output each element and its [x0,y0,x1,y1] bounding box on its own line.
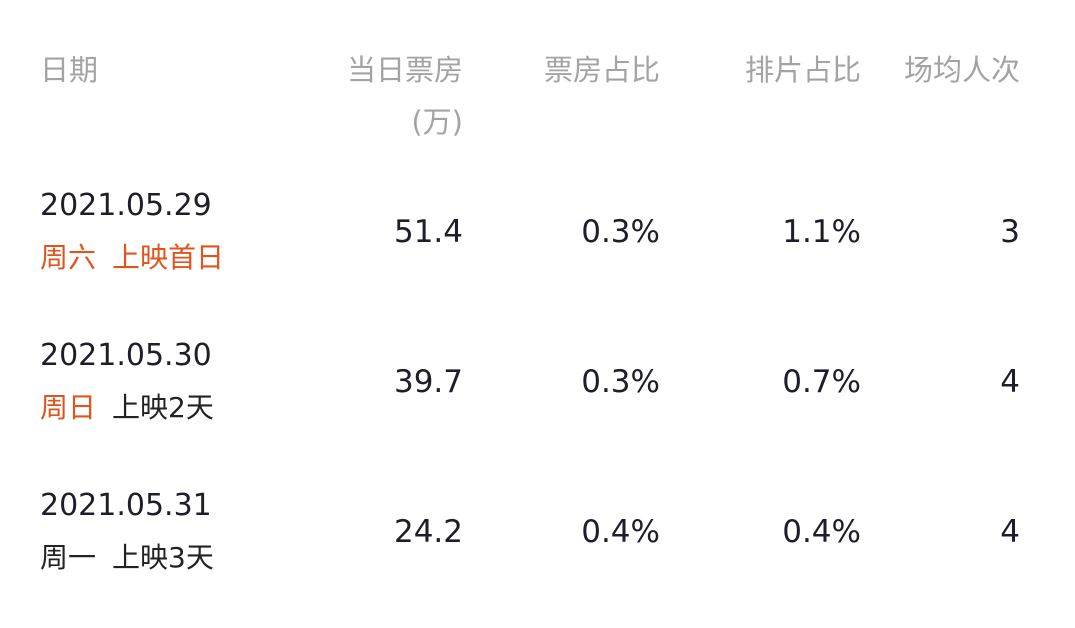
row-box-share: 0.4% [581,514,660,550]
header-date: 日期 [40,53,99,87]
table-row[interactable]: 2021.05.29 周六 上映首日 51.4 0.3% 1.1% 3 [0,178,1075,328]
header-screen-share: 排片占比 [744,53,861,87]
row-box-office: 24.2 [393,514,463,550]
row-subtitle: 周六 上映首日 [40,240,224,276]
row-screen-share: 1.1% [782,214,861,250]
row-screen-share: 0.7% [782,364,861,400]
row-days: 上映2天 [112,391,214,424]
row-date: 2021.05.31 [40,488,212,523]
row-weekday: 周六 [40,241,97,274]
row-subtitle: 周一 上映3天 [40,540,214,576]
table-row[interactable]: 2021.05.30 周日 上映2天 39.7 0.3% 0.7% 4 [0,328,1075,478]
header-box-share: 票房占比 [543,53,660,87]
row-weekday: 周一 [40,541,97,574]
table-row[interactable]: 2021.05.31 周一 上映3天 24.2 0.4% 0.4% 4 [0,478,1075,628]
row-box-share: 0.3% [581,364,660,400]
row-weekday: 周日 [40,391,97,424]
row-box-share: 0.3% [581,214,660,250]
row-avg-people: 4 [1000,364,1020,400]
row-days: 上映3天 [112,541,214,574]
row-days: 上映首日 [112,241,225,274]
row-avg-people: 4 [1000,514,1020,550]
header-box-office: 当日票房 [346,53,463,87]
header-box-office-unit: (万) [411,105,463,139]
row-box-office: 39.7 [393,364,463,400]
row-avg-people: 3 [1000,214,1020,250]
row-screen-share: 0.4% [782,514,861,550]
row-date: 2021.05.29 [40,188,212,223]
header-avg-people: 场均人次 [903,53,1020,87]
row-box-office: 51.4 [393,214,463,250]
row-date: 2021.05.30 [40,338,212,373]
row-subtitle: 周日 上映2天 [40,390,214,426]
